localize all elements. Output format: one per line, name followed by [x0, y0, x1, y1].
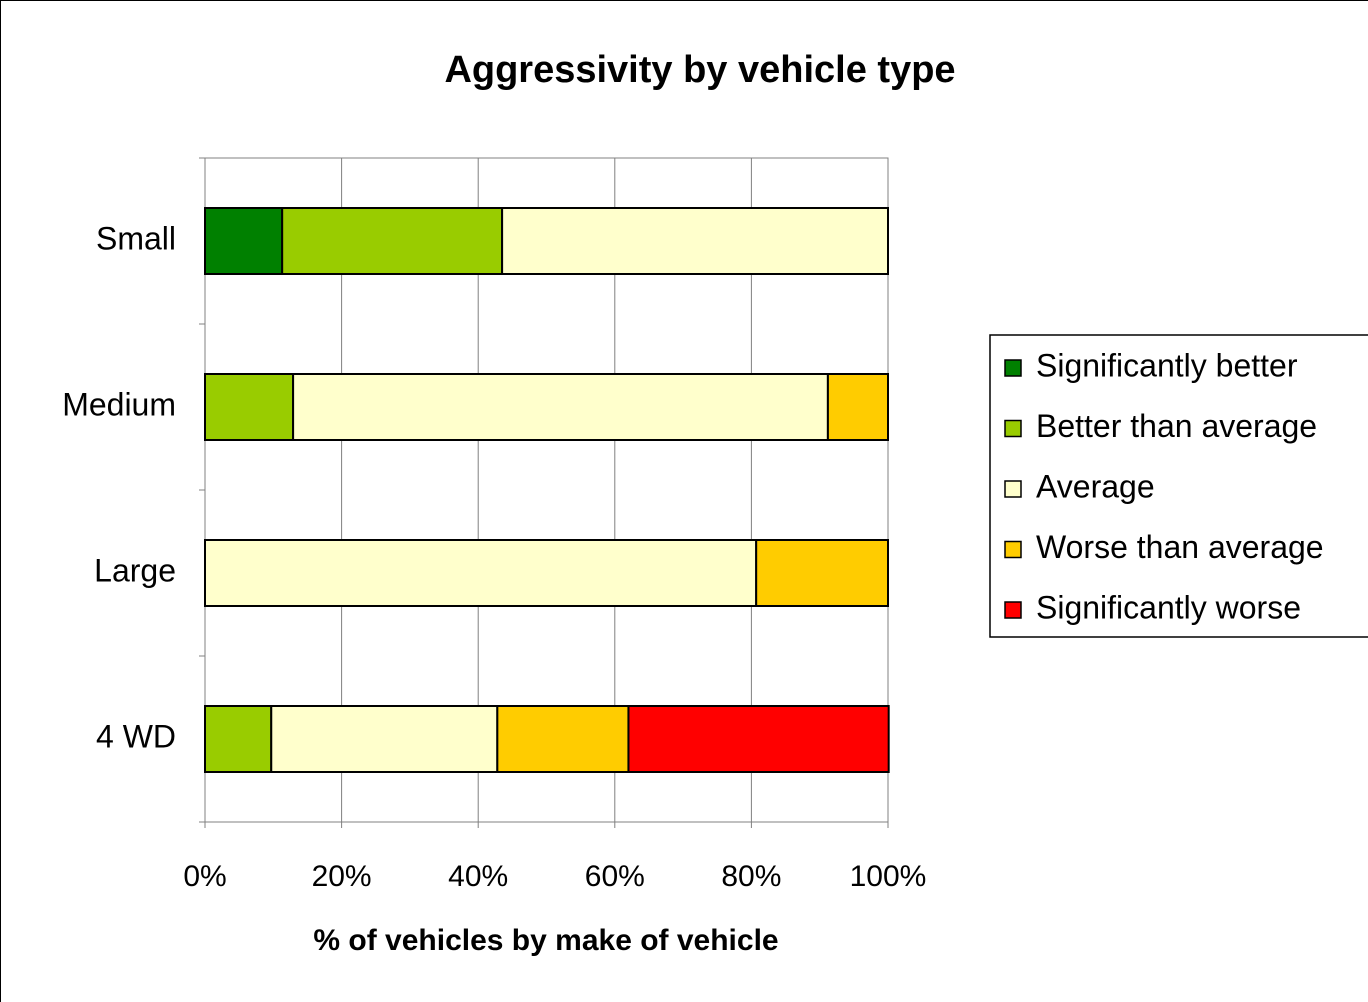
legend-box: [989, 334, 1368, 638]
y-tick-label: Large: [94, 552, 176, 588]
x-tick-label: 20%: [312, 860, 372, 893]
legend-label: Average: [1036, 468, 1155, 504]
legend-label: Worse than average: [1036, 529, 1324, 565]
legend-label: Significantly worse: [1036, 589, 1301, 625]
bar-segment: [204, 705, 273, 773]
bar-segment: [204, 539, 758, 607]
legend-swatch: [1004, 601, 1022, 619]
x-tick-label: 40%: [448, 860, 508, 893]
legend-swatch: [1004, 540, 1022, 559]
legend-label: Significantly better: [1036, 347, 1298, 383]
bar-segment: [755, 539, 890, 607]
bar-segment: [627, 705, 890, 773]
bar-segment: [270, 705, 499, 773]
bar-segment: [204, 207, 284, 275]
x-axis-title: % of vehicles by make of vehicle: [313, 924, 778, 957]
bar-segment: [826, 373, 889, 441]
y-tick-label: Small: [96, 220, 176, 256]
legend-swatch: [1004, 480, 1022, 498]
bar-segment: [501, 207, 889, 275]
bar-segment: [204, 373, 295, 441]
x-tick-label: 0%: [183, 860, 226, 893]
x-tick-label: 60%: [585, 860, 645, 893]
bar-segment: [292, 373, 829, 441]
legend-swatch: [1004, 419, 1022, 438]
bar-segment: [496, 705, 630, 773]
y-tick-label: 4 WD: [96, 718, 176, 754]
x-tick-label: 100%: [850, 860, 927, 893]
chart-title: Aggressivity by vehicle type: [444, 49, 955, 91]
bar-segment: [281, 207, 504, 275]
legend-swatch: [1004, 359, 1022, 377]
y-tick-label: Medium: [62, 386, 176, 422]
legend-label: Better than average: [1036, 408, 1317, 444]
x-tick-label: 80%: [721, 860, 781, 893]
